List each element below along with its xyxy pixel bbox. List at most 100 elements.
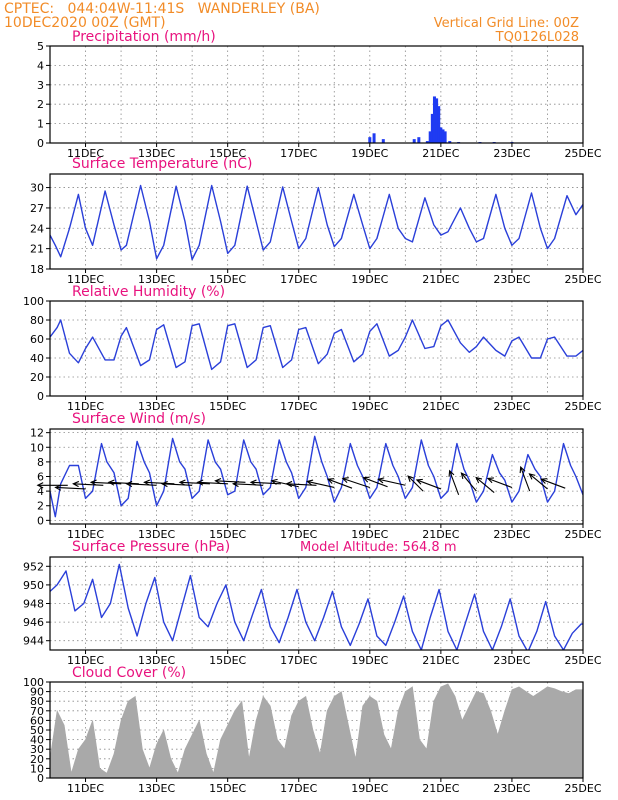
xtick-label: 13DEC (138, 273, 175, 286)
wind-arrow (36, 482, 68, 489)
ytick-label: 60 (30, 333, 44, 346)
ytick-label: 3 (37, 79, 44, 92)
ytick-label: 10 (30, 441, 44, 454)
wind-arrow (231, 480, 264, 488)
panel-title-cloud: Cloud Cover (%) (72, 665, 186, 681)
ytick-label: 60 (30, 714, 44, 727)
ytick-label: 946 (23, 616, 44, 629)
panel-rh: Relative Humidity (%) 0 20 40 60 80 100 11DEC 13… (23, 284, 602, 413)
xtick-label: 15DEC (209, 147, 246, 160)
xtick-label: 21DEC (422, 400, 459, 413)
xtick-label: 23DEC (493, 782, 530, 795)
wind-arrow (460, 472, 477, 492)
precip-bar (425, 141, 429, 143)
panel-precip: Precipitation (mm/h) 0 1 2 3 4 5 11DEC 13DEC 15DE… (37, 29, 602, 160)
ytick-label: 24 (30, 222, 44, 235)
xtick-label: 25DEC (564, 528, 601, 541)
wind-arrow (528, 473, 548, 490)
ytick-label: 27 (30, 202, 44, 215)
wind-arrow (326, 478, 353, 489)
wind-arrow (54, 484, 86, 491)
ytick-label: 0 (37, 514, 44, 527)
wind-arrow (407, 475, 424, 492)
panel-frame (49, 173, 584, 270)
panel-pressure: Surface Pressure (hPa) 944 946 948 950 952 11D… (23, 539, 602, 667)
xtick-label: 11DEC (67, 147, 104, 160)
panel-title-wind: Surface Wind (m/s) (72, 411, 206, 427)
panel-temp: Surface Temperature (nC) 18 21 24 27 30 11DEC 1… (30, 156, 602, 286)
xtick-label: 21DEC (422, 782, 459, 795)
panel-frame (49, 45, 584, 144)
xtick-label: 19DEC (351, 400, 388, 413)
ytick-label: 5 (37, 40, 44, 53)
ytick-label: 50 (30, 724, 44, 737)
xtick-label: 25DEC (564, 400, 601, 413)
header-line2-right: TQ0126L028 (495, 30, 579, 45)
wind-arrow (362, 476, 388, 488)
xtick-label: 21DEC (422, 654, 459, 667)
xtick-label: 25DEC (564, 782, 601, 795)
xtick-label: 23DEC (493, 147, 530, 160)
wind-arrow (486, 477, 513, 488)
wind-arrow (214, 478, 246, 485)
ytick-label: 80 (30, 695, 44, 708)
xtick-label: 11DEC (67, 782, 104, 795)
series-line-pressure (50, 563, 583, 650)
xtick-label: 11DEC (67, 528, 104, 541)
plot-area-pressure (50, 563, 583, 650)
xtick-label: 19DEC (351, 273, 388, 286)
wind-arrow (196, 479, 228, 486)
xtick-label: 15DEC (209, 400, 246, 413)
panel-title-precip: Precipitation (mm/h) (72, 29, 216, 45)
wind-arrow (306, 479, 335, 488)
plot-area-precip (368, 96, 514, 143)
xtick-label: 15DEC (209, 654, 246, 667)
series-line-rh (50, 319, 583, 371)
xtick-label: 19DEC (351, 782, 388, 795)
precip-bar (372, 133, 376, 143)
xtick-label: 17DEC (280, 147, 317, 160)
ytick-label: 6 (37, 471, 44, 484)
plot-area-temp (50, 184, 583, 261)
xtick-label: 19DEC (351, 654, 388, 667)
header-line2-left: 10DEC2020 00Z (GMT) (4, 15, 166, 31)
ytick-label: 948 (23, 598, 44, 611)
ytick-label: 4 (37, 485, 44, 498)
ytick-label: 944 (23, 635, 44, 648)
xtick-label: 13DEC (138, 147, 175, 160)
precip-bar (417, 137, 421, 143)
wind-arrow (341, 477, 370, 488)
xtick-label: 17DEC (280, 400, 317, 413)
precip-bar (381, 139, 385, 143)
xtick-label: 21DEC (422, 147, 459, 160)
xtick-label: 17DEC (280, 782, 317, 795)
plot-area-rh (50, 319, 583, 371)
wind-arrow (448, 469, 460, 495)
wind-arrow (107, 479, 139, 486)
header-line1-left: CPTEC: 044:04W-11:41S WANDERLEY (BA) (4, 1, 320, 17)
xtick-label: 25DEC (564, 147, 601, 160)
ytick-label: 40 (30, 352, 44, 365)
ytick-label: 100 (23, 295, 44, 308)
xtick-label: 11DEC (67, 273, 104, 286)
xtick-label: 11DEC (67, 654, 104, 667)
precip-bar (368, 137, 372, 143)
ytick-label: 18 (30, 263, 44, 276)
xtick-label: 15DEC (209, 528, 246, 541)
ytick-label: 2 (37, 500, 44, 513)
precip-bar (435, 98, 439, 143)
xtick-label: 21DEC (422, 528, 459, 541)
ytick-label: 12 (30, 427, 44, 440)
ytick-label: 950 (23, 579, 44, 592)
xtick-label: 23DEC (493, 528, 530, 541)
xtick-label: 13DEC (138, 654, 175, 667)
wind-arrow (519, 465, 531, 492)
ytick-label: 4 (37, 59, 44, 72)
xtick-label: 19DEC (351, 528, 388, 541)
ytick-label: 90 (30, 686, 44, 699)
ytick-label: 80 (30, 314, 44, 327)
ytick-label: 10 (30, 762, 44, 775)
precip-bar (443, 131, 447, 143)
